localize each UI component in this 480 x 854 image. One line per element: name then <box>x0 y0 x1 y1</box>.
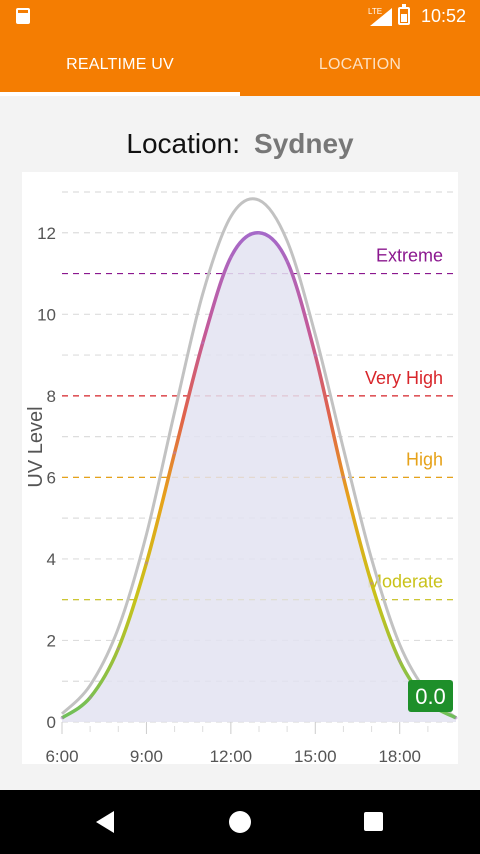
x-tick-label: 6:00 <box>45 747 78 766</box>
data-point <box>229 255 233 259</box>
recent-apps-icon[interactable] <box>364 812 383 831</box>
tab-indicator <box>0 92 240 96</box>
threshold-label: Moderate <box>367 572 443 592</box>
location-value: Sydney <box>254 128 354 159</box>
data-point <box>398 659 402 663</box>
threshold-label: Very High <box>365 368 443 388</box>
signal-icon: LTE <box>368 7 392 26</box>
sd-card-icon <box>16 8 30 24</box>
current-uv-badge <box>408 680 453 712</box>
x-tick-label: 9:00 <box>130 747 163 766</box>
tab-realtime-uv[interactable]: REALTIME UV <box>66 56 174 73</box>
data-point <box>88 696 92 700</box>
y-axis-label: UV Level <box>25 406 47 487</box>
status-bar: LTE 10:52 <box>0 0 480 32</box>
y-tick-label: 10 <box>37 305 56 324</box>
y-tick-label: 6 <box>47 468 56 487</box>
home-icon[interactable] <box>229 811 251 833</box>
current-uv-value: 0.0 <box>415 684 446 709</box>
data-point <box>201 341 205 345</box>
x-tick-label: 18:00 <box>378 747 421 766</box>
series-area <box>62 232 456 722</box>
tab-location[interactable]: LOCATION <box>318 56 402 73</box>
tab-bar: REALTIME UV LOCATION <box>0 32 480 96</box>
status-time: 10:52 <box>421 6 467 26</box>
data-point <box>116 647 120 651</box>
data-point <box>313 353 317 357</box>
threshold-label: High <box>406 449 443 469</box>
data-point <box>341 475 345 479</box>
x-tick-label: 15:00 <box>294 747 337 766</box>
location-header: Location: Sydney <box>0 128 480 160</box>
y-tick-label: 12 <box>37 224 56 243</box>
data-point <box>257 231 261 235</box>
x-tick-label: 12:00 <box>210 747 253 766</box>
battery-icon <box>398 4 410 25</box>
data-point <box>60 716 64 720</box>
data-point <box>173 451 177 455</box>
location-label: Location: <box>126 128 241 159</box>
threshold-label: Extreme <box>376 246 443 266</box>
series-line-forecast <box>60 197 457 720</box>
y-tick-label: 8 <box>47 387 56 406</box>
data-point <box>370 581 374 585</box>
y-tick-label: 4 <box>47 550 56 569</box>
data-point <box>144 561 148 565</box>
y-tick-label: 2 <box>47 631 56 650</box>
data-point <box>285 259 289 263</box>
back-icon[interactable] <box>96 811 114 833</box>
uv-chart: 0 2 4 6 8 10 12 6:00 9:00 12:00 15:00 18:00 Moderate… <box>25 191 458 766</box>
y-tick-label: 0 <box>47 713 56 732</box>
data-point <box>454 716 458 720</box>
network-type: LTE <box>368 7 382 16</box>
